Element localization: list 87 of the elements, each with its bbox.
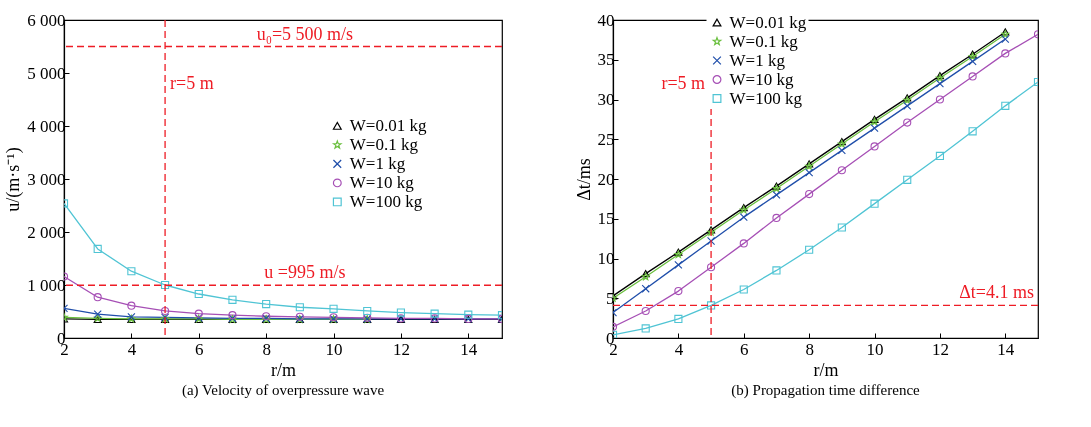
point (870, 124, 879, 133)
point (837, 166, 846, 175)
point (641, 306, 650, 316)
y-axis-title: u/(m·s⁻¹) (3, 147, 25, 212)
x-tick-label: 6 (195, 339, 204, 359)
legend-label: W=1 kg (729, 50, 786, 70)
point (903, 101, 912, 110)
y-tick-label: 6 000 (27, 10, 66, 30)
x-tick-label: 10 (325, 339, 343, 359)
x-axis-title: r/m (813, 359, 839, 380)
ref-line-label: Δt=4.1 ms (959, 282, 1034, 303)
point (739, 213, 748, 222)
point (396, 308, 406, 317)
x-tick-label: 4 (127, 339, 137, 359)
point (228, 295, 237, 304)
x-tick-label: 10 (866, 339, 884, 359)
point (674, 314, 683, 324)
point (772, 213, 781, 223)
point (968, 127, 977, 136)
x-tick-label: 4 (674, 339, 684, 359)
point (903, 175, 912, 184)
point (772, 266, 781, 275)
point (706, 236, 716, 246)
legend-label: W=10 kg (349, 172, 415, 192)
point (805, 190, 814, 199)
point (935, 79, 945, 88)
point (641, 324, 650, 333)
point (1001, 101, 1010, 110)
ref-line-label: u₀=5 500 m/s (256, 23, 354, 44)
legend-label: W=1 kg (349, 153, 406, 173)
point (93, 310, 102, 319)
point (329, 304, 338, 313)
ref-line-label: r=5 m (661, 72, 706, 93)
point (430, 309, 439, 318)
legend-label: W=0.1 kg (349, 134, 419, 154)
legend-label: W=0.01 kg (729, 12, 807, 32)
y-axis-title: Δt/ms (573, 158, 594, 201)
point (739, 285, 748, 294)
point (706, 301, 716, 310)
point (160, 306, 170, 316)
point (805, 245, 814, 254)
point (837, 223, 846, 232)
legend-label: W=0.1 kg (729, 31, 799, 51)
point (935, 95, 945, 104)
x-tick-label: 12 (931, 339, 949, 359)
point (837, 146, 846, 155)
x-tick-label: 12 (392, 339, 410, 359)
point (903, 118, 912, 127)
legend-label: W=100 kg (349, 191, 423, 211)
point (935, 151, 945, 161)
point (706, 263, 716, 272)
x-axis-title: r/m (271, 359, 296, 380)
point (295, 303, 304, 312)
point (870, 142, 879, 151)
point (739, 239, 748, 248)
point (772, 190, 781, 199)
point (674, 287, 683, 296)
point (1001, 34, 1010, 44)
x-tick-label: 6 (740, 339, 749, 359)
ref-line-label: u =995 m/s (264, 262, 346, 283)
point (968, 57, 977, 66)
point (805, 168, 814, 177)
point (127, 301, 136, 310)
legend-label: W=100 kg (729, 88, 803, 108)
legend-label: W=0.01 kg (349, 115, 427, 135)
point (262, 299, 271, 309)
x-tick-label: 8 (262, 339, 271, 359)
point (674, 260, 683, 269)
point (127, 267, 136, 276)
point (1001, 49, 1010, 58)
point (363, 306, 372, 316)
point (968, 72, 977, 81)
point (641, 284, 650, 293)
x-tick-label: 14 (997, 339, 1015, 359)
point (464, 310, 473, 319)
point (194, 289, 203, 299)
point (160, 280, 170, 290)
point (93, 244, 102, 254)
x-tick-label: 14 (460, 339, 478, 359)
legend-label: W=10 kg (729, 69, 794, 89)
text: (b) Propagation time difference (731, 382, 921, 399)
text: (a) Velocity of overpressure wave (181, 382, 385, 399)
point (93, 293, 102, 302)
point (194, 309, 203, 318)
x-tick-label: 8 (805, 339, 814, 359)
point (870, 199, 879, 208)
ref-line-label: r=5 m (170, 72, 214, 93)
